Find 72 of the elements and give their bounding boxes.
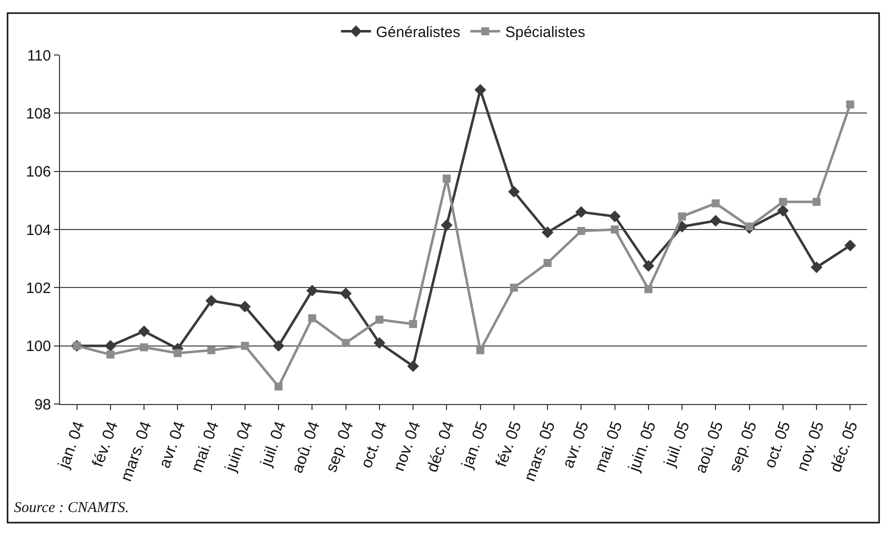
x-tick-label: déc. 04 [424, 419, 458, 475]
point [440, 219, 453, 231]
point [844, 240, 856, 252]
point [104, 340, 116, 352]
point [476, 346, 484, 354]
legend-label: Généralistes [376, 24, 460, 42]
x-tick-label: jan. 04 [55, 419, 88, 472]
x-tick-label: déc. 05 [828, 419, 862, 475]
point [140, 343, 148, 352]
x-tick-label: juin. 04 [222, 419, 256, 475]
y-tick-label: 102 [26, 280, 51, 297]
point [239, 300, 251, 312]
x-tick-label: juil. 05 [661, 419, 694, 470]
point [240, 342, 249, 350]
x-tick-label: sep. 04 [323, 419, 358, 475]
point [812, 198, 821, 206]
point [308, 314, 316, 322]
point [510, 284, 518, 292]
point [174, 349, 182, 358]
point [508, 186, 520, 198]
x-tick-label: aoû. 04 [289, 419, 324, 476]
x-tick-label: nov. 05 [794, 419, 828, 474]
y-tick-label: 110 [27, 47, 51, 64]
y-tick-label: 106 [26, 164, 51, 181]
x-tick-label: oct. 05 [762, 419, 794, 470]
point [474, 84, 486, 96]
point [846, 100, 854, 108]
point [644, 285, 652, 294]
point [712, 199, 720, 208]
point [608, 210, 621, 222]
point [710, 214, 722, 227]
x-tick-label: jan. 05 [458, 419, 492, 472]
x-tick-label: juin. 05 [626, 419, 660, 475]
x-tick-label: aoû. 05 [692, 419, 727, 476]
y-tick-label: 108 [26, 105, 51, 122]
point [544, 258, 552, 267]
point [642, 260, 654, 272]
point [610, 226, 619, 234]
point [205, 294, 218, 307]
point [306, 284, 318, 296]
x-tick-label: nov. 04 [390, 419, 424, 474]
x-tick-label: avr. 05 [560, 419, 592, 470]
y-tick-label: 104 [26, 222, 51, 239]
x-tick-label: mai. 05 [592, 419, 626, 475]
x-tick-label: sep. 05 [726, 419, 761, 475]
point [442, 174, 451, 183]
y-tick-label: 100 [26, 338, 51, 356]
legend-label: Spécialistes [505, 24, 586, 42]
point [375, 316, 384, 324]
point [207, 346, 216, 354]
point [342, 338, 350, 347]
x-tick-label: avr. 04 [156, 419, 189, 470]
point [577, 226, 586, 235]
point [374, 337, 386, 349]
x-tick-label: juil. 04 [258, 419, 290, 470]
x-tick-label: oct. 04 [358, 419, 391, 470]
point [138, 325, 150, 338]
point [340, 288, 352, 300]
point [777, 204, 789, 216]
x-tick-label: mai. 04 [188, 419, 223, 475]
point [778, 198, 787, 206]
point [678, 212, 686, 220]
point [407, 360, 419, 372]
point [274, 382, 283, 391]
point [575, 206, 588, 218]
y-tick-label: 98 [34, 396, 51, 414]
source-note: Source : CNAMTS. [14, 500, 129, 516]
point [409, 320, 418, 328]
point [810, 261, 822, 274]
point [106, 350, 114, 359]
point [272, 340, 284, 352]
point [542, 226, 554, 238]
